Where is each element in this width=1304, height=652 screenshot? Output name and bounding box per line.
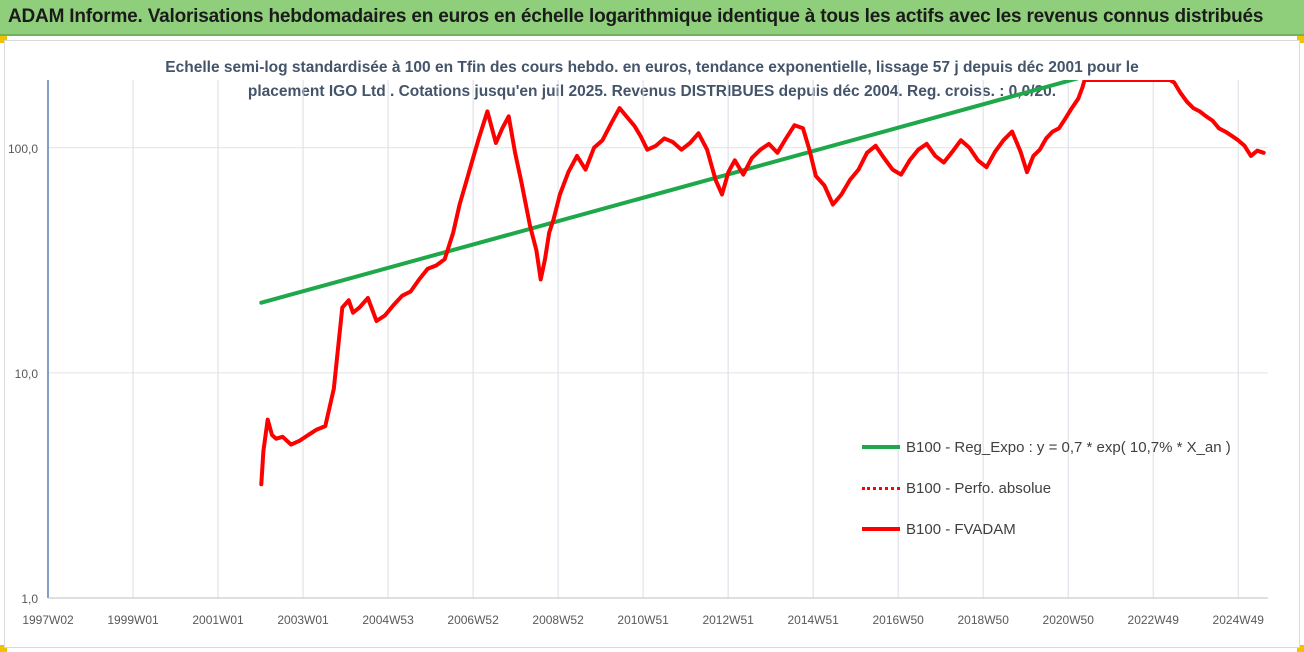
- corner-marker: [1297, 36, 1304, 43]
- x-tick-label: 2004W53: [362, 613, 414, 627]
- series-fvadam-line: [259, 80, 1266, 487]
- x-tick-label: 2008W52: [532, 613, 584, 627]
- legend-label-regression: B100 - Reg_Expo : y = 0,7 * exp( 10,7% *…: [906, 438, 1231, 456]
- corner-marker: [1297, 645, 1304, 652]
- legend-item-regression: B100 - Reg_Expo : y = 0,7 * exp( 10,7% *…: [862, 436, 1231, 458]
- x-tick-label: 1997W02: [22, 613, 74, 627]
- x-tick-label: 2018W50: [958, 613, 1010, 627]
- y-tick-label: 10,0: [15, 367, 39, 381]
- header-bar: ADAM Informe. Valorisations hebdomadaire…: [0, 0, 1304, 36]
- x-tick-label: 2006W52: [447, 613, 499, 627]
- legend-swatch-fvadam: [862, 527, 900, 531]
- chart-title-line-2: placement IGO Ltd . Cotations jusqu'en j…: [247, 83, 1057, 100]
- x-tick-label: 2014W51: [787, 613, 839, 627]
- x-tick-label: 1999W01: [107, 613, 159, 627]
- y-tick-label: 100,0: [8, 142, 38, 156]
- legend-label-perfo: B100 - Perfo. absolue: [906, 479, 1052, 497]
- x-tick-label: 2003W01: [277, 613, 329, 627]
- x-tick-label: 2010W51: [617, 613, 669, 627]
- page-title: ADAM Informe. Valorisations hebdomadaire…: [8, 6, 1264, 27]
- x-tick-label: 2020W50: [1043, 613, 1095, 627]
- y-tick-label: 1,0: [21, 592, 38, 606]
- corner-marker: [0, 645, 7, 652]
- legend-swatch-perfo: [862, 486, 900, 490]
- x-tick-label: 2024W49: [1213, 613, 1265, 627]
- chart-legend: B100 - Reg_Expo : y = 0,7 * exp( 10,7% *…: [862, 436, 1231, 559]
- chart-title: Echelle semi-log standardisée à 100 en T…: [0, 56, 1304, 104]
- chart-title-line-1: Echelle semi-log standardisée à 100 en T…: [165, 59, 1139, 76]
- x-tick-label: 2001W01: [192, 613, 244, 627]
- legend-item-fvadam: B100 - FVADAM: [862, 518, 1231, 540]
- legend-item-perfo: B100 - Perfo. absolue: [862, 477, 1231, 499]
- x-tick-label: 2016W50: [872, 613, 924, 627]
- series-regression-line: [259, 80, 1080, 305]
- chart-frame: [4, 40, 1300, 648]
- legend-label-fvadam: B100 - FVADAM: [906, 520, 1016, 538]
- x-tick-label: 2022W49: [1128, 613, 1180, 627]
- legend-swatch-regression: [862, 445, 900, 449]
- corner-marker: [0, 36, 7, 43]
- x-tick-label: 2012W51: [702, 613, 754, 627]
